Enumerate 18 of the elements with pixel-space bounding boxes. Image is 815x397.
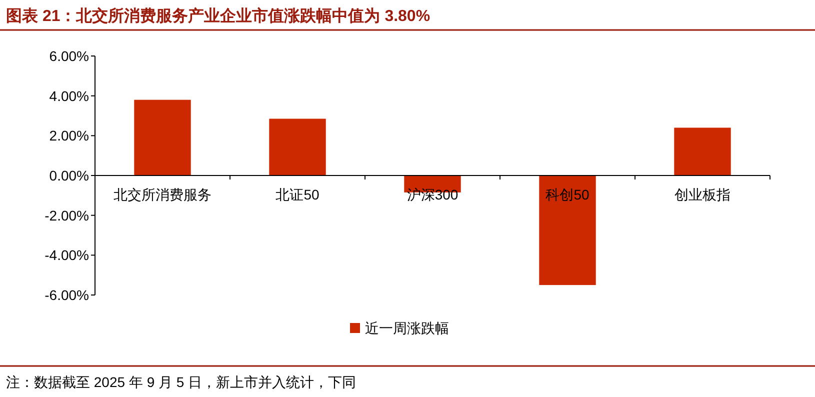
y-tick-label: -2.00% [44, 207, 89, 224]
x-tick-label: 科创50 [546, 186, 590, 202]
x-tick-label: 北证50 [276, 186, 320, 202]
y-tick-label: 4.00% [49, 88, 89, 104]
bar [539, 176, 596, 286]
bar [134, 100, 191, 176]
y-tick-label: 6.00% [49, 48, 89, 64]
y-tick-label: -4.00% [44, 247, 89, 264]
chart-title: 图表 21：北交所消费服务产业企业市值涨跌幅中值为 3.80% [6, 6, 430, 25]
x-tick-label: 创业板指 [674, 186, 730, 202]
y-tick-label: -6.00% [44, 287, 89, 303]
bar [674, 128, 731, 176]
y-tick-label: 2.00% [49, 128, 89, 144]
bar [269, 118, 326, 176]
legend-label: 近一周涨跌幅 [365, 320, 449, 336]
text: 注：数据截至 2025 年 9 月 5 日，新上市并入统计，下同 [6, 374, 356, 390]
x-tick-label: 北交所消费服务 [114, 186, 212, 202]
y-tick-label: 0.00% [49, 168, 89, 184]
